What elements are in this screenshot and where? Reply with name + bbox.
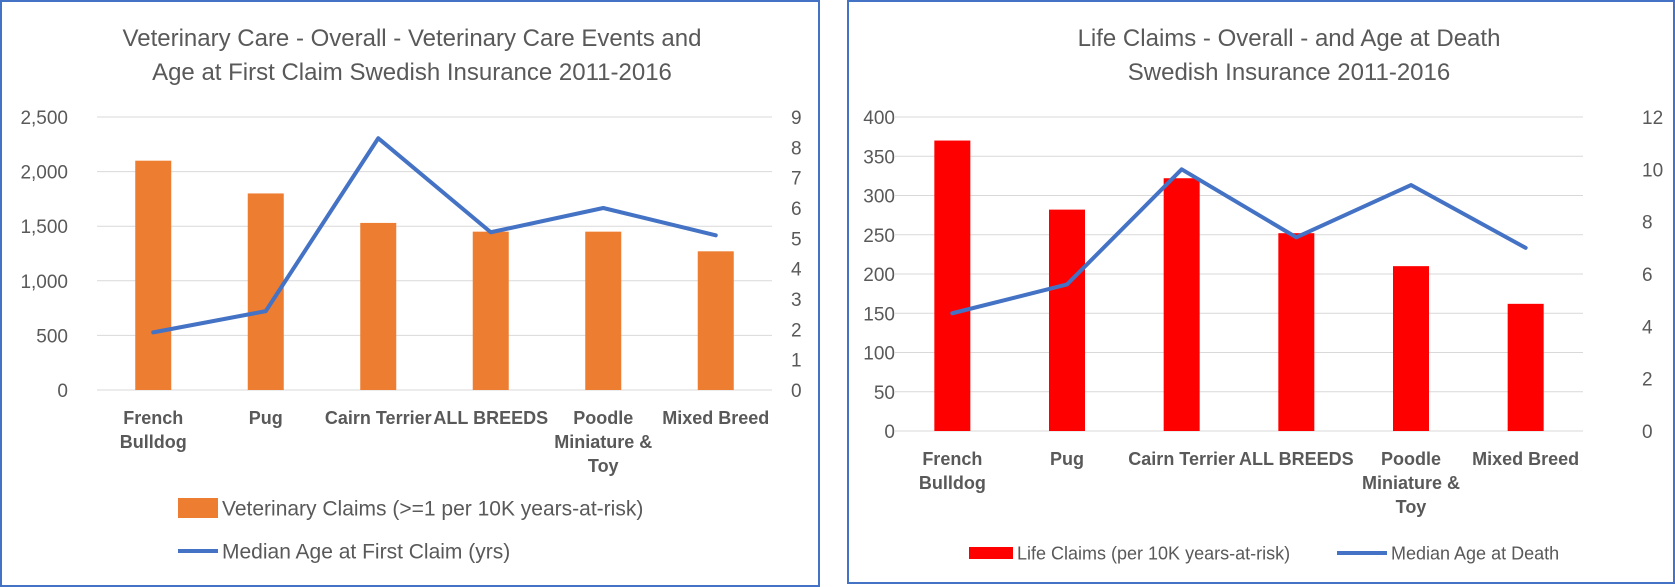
bar: [135, 160, 172, 390]
y-left-tick-label: 1,500: [20, 217, 68, 238]
y-left-tick-label: 2,000: [20, 163, 68, 184]
y-left-tick-label: 1,000: [20, 272, 68, 293]
bar: [1393, 266, 1429, 431]
y-left-tick-label: 500: [36, 326, 68, 347]
y-left-tick-label: 0: [57, 381, 68, 402]
y-right-tick-label: 2: [1642, 370, 1653, 391]
y-right-tick-label: 6: [791, 199, 802, 220]
veterinary-care-chart: Veterinary Care - Overall - Veterinary C…: [20, 25, 802, 563]
chart-panel-life-claims: Life Claims - Overall - and Age at Death…: [847, 0, 1675, 584]
y-left-tick-label: 50: [874, 383, 895, 404]
x-tick-label: ALL BREEDS: [433, 408, 548, 428]
y-right-tick-label: 8: [791, 138, 802, 159]
chart-title: Life Claims - Overall - and Age at Death: [1078, 25, 1501, 52]
y-left-tick-label: 0: [884, 422, 895, 443]
y-right-tick-label: 12: [1642, 108, 1663, 129]
bar: [697, 251, 734, 390]
x-tick-label: Cairn Terrier: [1128, 449, 1235, 469]
y-right-tick-label: 4: [791, 260, 802, 281]
bar: [360, 222, 397, 390]
y-right-tick-label: 3: [791, 290, 802, 311]
x-tick-label: Toy: [1396, 497, 1427, 517]
bar: [1278, 233, 1315, 431]
y-left-tick-label: 200: [863, 265, 895, 286]
legend-label: Veterinary Claims (>=1 per 10K years-at-…: [222, 497, 643, 520]
y-left-tick-label: 100: [863, 344, 895, 365]
legend-label: Life Claims (per 10K years-at-risk): [1017, 543, 1290, 563]
legend-label: Median Age at First Claim (yrs): [222, 540, 510, 563]
legend-swatch-bar: [969, 547, 1013, 559]
y-right-tick-label: 1: [791, 351, 802, 372]
life-claims-chart: Life Claims - Overall - and Age at Death…: [863, 25, 1663, 563]
bar: [934, 140, 971, 432]
legend-label: Median Age at Death: [1391, 543, 1559, 563]
y-right-tick-label: 8: [1642, 213, 1653, 234]
y-left-tick-label: 350: [863, 147, 895, 168]
y-right-tick-label: 0: [1642, 422, 1653, 443]
x-tick-label: ALL BREEDS: [1239, 449, 1354, 469]
y-left-tick-label: 250: [863, 226, 895, 247]
x-tick-label: Mixed Breed: [1472, 449, 1579, 469]
y-right-tick-label: 2: [791, 320, 802, 341]
x-tick-label: French: [123, 408, 183, 428]
y-right-tick-label: 9: [791, 108, 802, 129]
y-left-tick-label: 300: [863, 187, 895, 208]
y-left-tick-label: 2,500: [20, 108, 68, 129]
x-tick-label: Pug: [1050, 449, 1084, 469]
y-right-tick-label: 7: [791, 169, 802, 190]
bar: [585, 231, 622, 390]
bar: [472, 231, 509, 390]
x-tick-label: Poodle: [573, 408, 633, 428]
x-tick-label: Toy: [588, 456, 619, 476]
x-tick-label: Bulldog: [919, 473, 986, 493]
y-right-tick-label: 4: [1642, 317, 1653, 338]
x-tick-label: Miniature &: [1362, 473, 1460, 493]
bar: [1163, 178, 1200, 431]
y-left-tick-label: 400: [863, 108, 895, 129]
legend-swatch-bar: [178, 498, 218, 518]
y-right-tick-label: 0: [791, 381, 802, 402]
x-tick-label: Bulldog: [120, 432, 187, 452]
y-right-tick-label: 6: [1642, 265, 1653, 286]
x-tick-label: Mixed Breed: [662, 408, 769, 428]
bar: [1507, 303, 1544, 431]
x-tick-label: French: [922, 449, 982, 469]
chart-title: Age at First Claim Swedish Insurance 201…: [152, 59, 672, 86]
x-tick-label: Poodle: [1381, 449, 1441, 469]
chart-panel-veterinary-care: Veterinary Care - Overall - Veterinary C…: [0, 0, 820, 587]
x-tick-label: Pug: [249, 408, 283, 428]
y-right-tick-label: 5: [791, 229, 802, 250]
series-line: [151, 136, 718, 335]
x-tick-label: Cairn Terrier: [325, 408, 432, 428]
bar: [1049, 209, 1085, 431]
chart-title: Swedish Insurance 2011-2016: [1128, 59, 1450, 86]
y-right-tick-label: 10: [1642, 160, 1663, 181]
x-tick-label: Miniature &: [554, 432, 652, 452]
y-left-tick-label: 150: [863, 304, 895, 325]
series-line: [950, 167, 1528, 316]
chart-title: Veterinary Care - Overall - Veterinary C…: [123, 25, 702, 52]
